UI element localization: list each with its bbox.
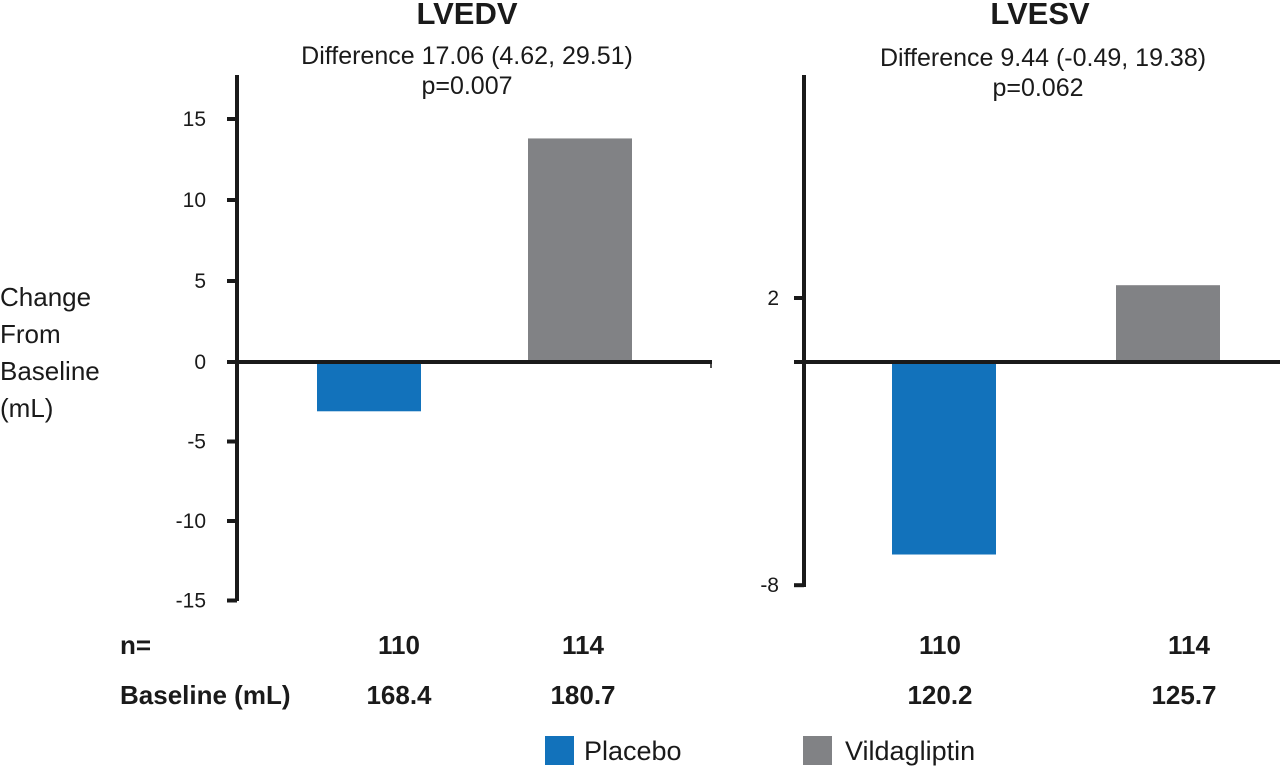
baseline-value: 180.7 bbox=[550, 680, 615, 710]
y-tick-label: 15 bbox=[183, 108, 206, 131]
legend-label-vildagliptin: Vildagliptin bbox=[845, 736, 975, 766]
panel-lvedv: LVEDV Difference 17.06 (4.62, 29.51) p=0… bbox=[0, 0, 712, 613]
baseline-value: 125.7 bbox=[1151, 680, 1216, 710]
n-value: 110 bbox=[919, 630, 961, 660]
legend: Placebo Vildagliptin bbox=[545, 736, 975, 766]
n-value: 114 bbox=[562, 630, 604, 660]
bar-lvedv-vildagliptin bbox=[528, 138, 632, 362]
p-value-text-lvesv: p=0.062 bbox=[992, 74, 1083, 102]
panel-title-lvedv: LVEDV bbox=[416, 0, 517, 31]
difference-text-lvedv: Difference 17.06 (4.62, 29.51) bbox=[301, 42, 633, 70]
y-axis-label-line: From bbox=[0, 319, 61, 349]
n-value: 114 bbox=[1168, 630, 1210, 660]
y-axis-label: Change From Baseline (mL) bbox=[0, 282, 100, 423]
y-ticks-lvedv: 15 10 5 0 -5 -10 -15 bbox=[176, 108, 237, 613]
p-value-text-lvedv: p=0.007 bbox=[421, 72, 512, 100]
y-axis-label-line: Baseline bbox=[0, 356, 100, 386]
y-ticks-lvesv: 2 -8 bbox=[760, 287, 804, 597]
n-value: 110 bbox=[378, 630, 420, 660]
panel-lvesv: LVESV Difference 9.44 (-0.49, 19.38) p=0… bbox=[760, 0, 1280, 597]
y-tick-label: -8 bbox=[760, 574, 779, 597]
y-tick-label: 5 bbox=[194, 270, 206, 293]
baseline-label: Baseline (mL) bbox=[120, 680, 291, 710]
y-tick-label: 0 bbox=[194, 351, 206, 374]
y-tick-label: -10 bbox=[176, 510, 206, 533]
y-axis-label-line: (mL) bbox=[0, 393, 53, 423]
n-label: n= bbox=[120, 630, 151, 660]
difference-text-lvesv: Difference 9.44 (-0.49, 19.38) bbox=[880, 44, 1206, 72]
y-tick-label: -15 bbox=[176, 590, 206, 613]
baseline-value: 120.2 bbox=[907, 680, 972, 710]
legend-swatch-placebo bbox=[545, 736, 574, 765]
legend-label-placebo: Placebo bbox=[584, 736, 682, 766]
baseline-value: 168.4 bbox=[366, 680, 432, 710]
bar-lvesv-placebo bbox=[892, 362, 996, 555]
panel-title-lvesv: LVESV bbox=[990, 0, 1090, 31]
bar-lvedv-placebo bbox=[317, 362, 421, 412]
bars-lvedv bbox=[317, 138, 632, 412]
y-tick-label: -5 bbox=[187, 431, 206, 454]
y-tick-label: 10 bbox=[183, 189, 206, 212]
bar-lvesv-vildagliptin bbox=[1116, 285, 1220, 362]
y-tick-label: 2 bbox=[767, 287, 779, 310]
legend-swatch-vildagliptin bbox=[803, 736, 832, 765]
y-axis-label-line: Change bbox=[0, 282, 91, 312]
sample-table: n= Baseline (mL) 110 114 168.4 180.7 110… bbox=[120, 630, 1217, 710]
bars-lvesv bbox=[892, 285, 1220, 555]
